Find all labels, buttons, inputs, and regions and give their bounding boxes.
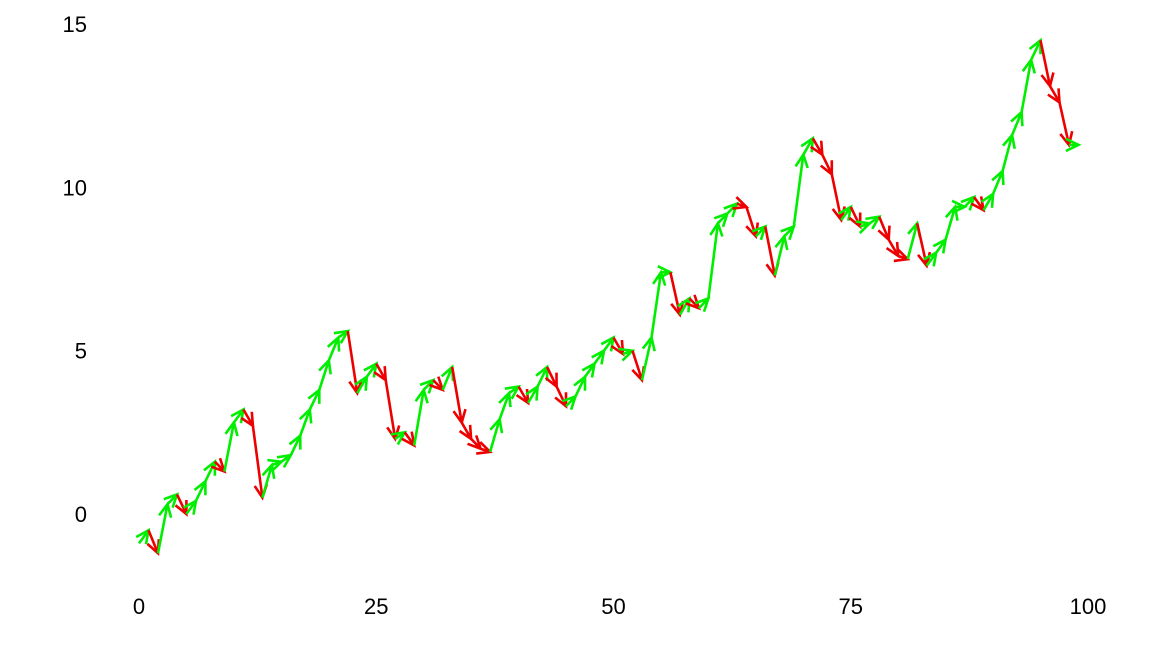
up-arrow [600,335,616,352]
down-arrow [1039,40,1055,90]
up-arrow [535,364,549,388]
up-arrow [650,269,667,338]
down-arrow [819,154,834,177]
down-arrow [1047,85,1061,105]
x-tick-label: 100 [1070,594,1107,619]
x-tick-label: 75 [839,594,863,619]
y-tick-label: 10 [63,175,87,200]
up-arrow [932,237,948,254]
x-axis-ticks: 0 25 50 75 100 [133,594,1106,619]
up-arrow [156,501,173,554]
up-arrow [1020,56,1037,113]
down-arrow [384,379,401,442]
up-arrow [135,527,151,545]
y-tick-label: 5 [75,339,87,364]
down-arrow [1058,102,1074,148]
up-arrow [498,390,512,420]
up-arrow [792,151,809,227]
down-arrow [915,223,932,269]
up-arrow [773,233,789,276]
down-arrow [745,206,760,240]
down-arrow [450,366,467,426]
down-arrow [885,238,900,259]
up-arrow [591,348,606,365]
up-arrow [488,416,504,453]
y-tick-label: 0 [75,502,87,527]
up-arrow [326,334,341,361]
up-arrow [1028,37,1042,61]
up-arrow [363,361,379,378]
up-arrow [640,334,656,381]
up-arrow [1065,137,1082,153]
down-arrow [877,216,891,243]
up-arrow [1001,132,1016,172]
y-axis-ticks: 0 5 10 15 [63,12,87,527]
up-arrow [412,386,429,446]
up-arrow [581,361,597,378]
down-arrow [146,529,161,556]
x-tick-label: 25 [364,594,388,619]
down-arrow [848,206,862,230]
up-arrow [318,357,332,391]
down-arrow [669,272,685,318]
up-arrow [307,387,321,411]
down-arrow [174,493,188,517]
up-arrow [193,478,207,502]
arrow-series [135,37,1082,556]
up-arrow [440,364,455,391]
up-arrow [991,168,1005,195]
up-arrow [203,459,217,482]
y-tick-label: 15 [63,12,87,37]
x-tick-label: 0 [133,594,145,619]
up-arrow [1010,109,1024,136]
up-arrow [573,374,587,397]
down-arrow [554,386,568,409]
x-tick-label: 50 [601,594,625,619]
up-arrow [707,220,724,299]
up-arrow [298,406,313,437]
down-arrow [458,421,473,442]
up-arrow [230,407,246,424]
up-arrow [223,419,239,472]
up-arrow [288,432,302,456]
down-arrow [346,330,363,397]
